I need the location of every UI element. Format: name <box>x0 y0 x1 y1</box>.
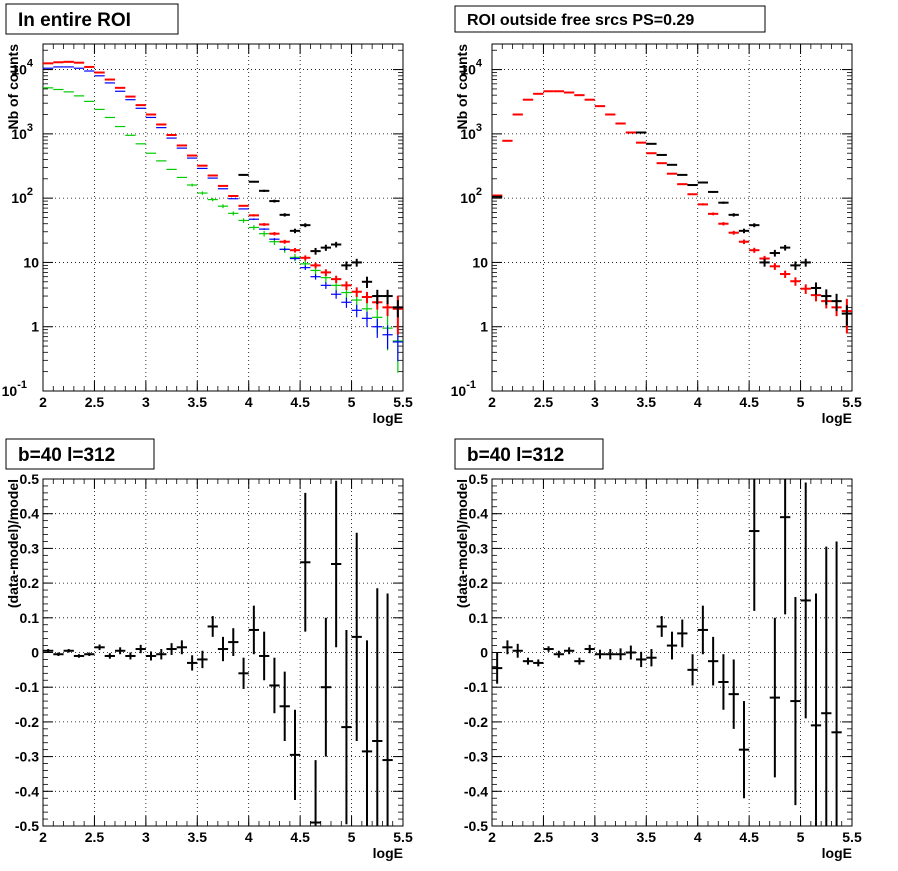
y-tick-label: 10 <box>472 254 488 270</box>
chart-panel-1: 2 2.5 3 3.5 4 4.5 5 5.5 10-1 1 10 102 103 104 logE Nb o… <box>2 3 413 426</box>
x-tick-label: 2.5 <box>85 394 105 410</box>
plot-frame <box>491 43 853 392</box>
series-1 <box>43 480 393 826</box>
x-tick-label: 4.5 <box>290 829 310 845</box>
x-tick-label: 2.5 <box>534 829 554 845</box>
y-axis-title: Nb of counts <box>454 44 470 130</box>
y-tick-label: 10 <box>23 254 39 270</box>
y-tick-label: 103 <box>460 122 482 142</box>
y-tick-label: 0.1 <box>20 610 40 626</box>
x-tick-label: 5.5 <box>842 829 862 845</box>
x-tick-label: 5.5 <box>842 394 862 410</box>
x-tick-label: 4.5 <box>739 829 759 845</box>
title-box <box>454 5 766 33</box>
x-tick-label: 5.5 <box>393 829 413 845</box>
y-tick-label: -0.3 <box>464 749 488 765</box>
y-tick-label: -0.2 <box>464 714 488 730</box>
x-tick-label: 3.5 <box>637 394 657 410</box>
chart-panel-4: 2 2.5 3 3.5 4 4.5 5 5.5 -0.5 -0.4 -0.3 -0.2 -0.1 0 0.1… <box>454 438 862 861</box>
title-box <box>5 3 179 35</box>
title-box <box>454 438 604 470</box>
y-tick-label: 0.1 <box>469 610 489 626</box>
y-tick-label: 104 <box>11 58 34 78</box>
y-tick-label: 0.4 <box>20 506 40 522</box>
x-tick-label: 2 <box>39 394 47 410</box>
x-tick-label: 4 <box>245 829 253 845</box>
chart-title: b=40 l=312 <box>18 445 115 466</box>
x-tick-label: 3.5 <box>188 829 208 845</box>
y-tick-label: -0.4 <box>15 783 39 799</box>
y-tick-label: 0.3 <box>20 540 40 556</box>
x-tick-label: 2 <box>488 394 496 410</box>
y-tick-label: -0.5 <box>464 818 488 834</box>
title-box <box>5 438 155 470</box>
series-2 <box>43 66 403 362</box>
y-tick-label: -0.4 <box>464 783 488 799</box>
x-tick-label: 4 <box>694 829 702 845</box>
series-3 <box>43 60 403 335</box>
y-tick-label: 102 <box>11 186 33 206</box>
y-tick-label: 0 <box>480 645 488 661</box>
x-tick-label: 5 <box>348 394 356 410</box>
y-tick-label: -0.1 <box>15 679 39 695</box>
x-tick-label: 4.5 <box>290 394 310 410</box>
y-tick-label: 103 <box>11 122 33 142</box>
y-tick-label: 102 <box>460 186 482 206</box>
y-tick-label: 10-1 <box>2 379 27 399</box>
plot-frame <box>42 43 404 392</box>
x-tick-label: 5 <box>797 829 805 845</box>
y-axis-title: (data-model)/model <box>454 479 470 608</box>
y-tick-label: 1 <box>31 319 39 335</box>
x-tick-label: 5 <box>797 394 805 410</box>
y-axis-title: (data-model)/model <box>5 479 21 608</box>
x-tick-label: 2.5 <box>85 829 105 845</box>
chart-title: b=40 l=312 <box>467 445 564 466</box>
series-1 <box>492 479 842 826</box>
y-tick-label: 0.4 <box>469 506 489 522</box>
chart-title: ROI outside free srcs PS=0.29 <box>467 12 694 29</box>
y-tick-label: -0.1 <box>464 679 488 695</box>
x-tick-label: 3.5 <box>188 394 208 410</box>
series-2 <box>492 131 852 326</box>
y-tick-label: 1 <box>480 319 488 335</box>
x-tick-label: 4 <box>245 394 253 410</box>
y-tick-label: -0.2 <box>15 714 39 730</box>
x-tick-label: 4 <box>694 394 702 410</box>
y-tick-label: 0 <box>31 645 39 661</box>
x-tick-label: 3.5 <box>637 829 657 845</box>
x-tick-label: 3 <box>591 829 599 845</box>
x-tick-label: 3 <box>142 829 150 845</box>
x-tick-label: 3 <box>591 394 599 410</box>
y-axis-title: Nb of counts <box>5 44 21 130</box>
chart-panel-2: 2 2.5 3 3.5 4 4.5 5 5.5 10-1 1 10 102 103 104 logE Nb o… <box>451 5 862 426</box>
x-tick-label: 3 <box>142 394 150 410</box>
x-axis-title: logE <box>822 845 852 861</box>
x-axis-title: logE <box>373 410 403 426</box>
x-tick-label: 5.5 <box>393 394 413 410</box>
y-tick-label: 0.2 <box>20 575 40 591</box>
y-tick-label: 104 <box>460 58 483 78</box>
x-tick-label: 2 <box>488 829 496 845</box>
chart-panel-3: 2 2.5 3 3.5 4 4.5 5 5.5 -0.5 -0.4 -0.3 -0.2 -0.1 0 0.1… <box>5 438 413 861</box>
y-tick-label: -0.5 <box>15 818 39 834</box>
y-tick-label: -0.3 <box>15 749 39 765</box>
series-4 <box>238 173 403 318</box>
y-tick-label: 0.2 <box>469 575 489 591</box>
x-tick-label: 2.5 <box>534 394 554 410</box>
y-tick-label: 10-1 <box>451 379 476 399</box>
y-tick-label: 0.5 <box>469 471 489 487</box>
x-tick-label: 2 <box>39 829 47 845</box>
y-tick-label: 0.3 <box>469 540 489 556</box>
y-tick-label: 0.5 <box>20 471 40 487</box>
chart-title: In entire ROI <box>18 10 131 31</box>
x-tick-label: 5 <box>348 829 356 845</box>
series-1 <box>492 90 852 334</box>
x-axis-title: logE <box>822 410 852 426</box>
x-tick-label: 4.5 <box>739 394 759 410</box>
x-axis-title: logE <box>373 845 403 861</box>
